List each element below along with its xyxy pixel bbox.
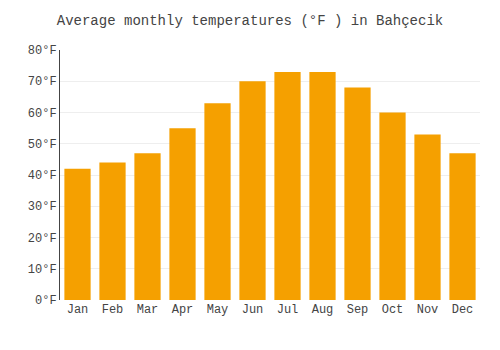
svg-text:40°F: 40°F <box>28 169 57 183</box>
svg-text:60°F: 60°F <box>28 107 57 121</box>
svg-text:20°F: 20°F <box>28 232 57 246</box>
svg-text:Aug: Aug <box>312 303 334 317</box>
svg-text:Dec: Dec <box>452 303 474 317</box>
svg-text:Jun: Jun <box>242 303 264 317</box>
svg-text:50°F: 50°F <box>28 138 57 152</box>
svg-text:Nov: Nov <box>417 303 439 317</box>
svg-text:Mar: Mar <box>137 303 159 317</box>
svg-text:0°F: 0°F <box>35 294 57 308</box>
svg-text:Sep: Sep <box>347 303 369 317</box>
svg-text:Apr: Apr <box>172 303 194 317</box>
svg-text:Jul: Jul <box>277 303 299 317</box>
svg-text:Jan: Jan <box>67 303 89 317</box>
svg-text:70°F: 70°F <box>28 75 57 89</box>
svg-text:30°F: 30°F <box>28 200 57 214</box>
svg-text:80°F: 80°F <box>28 44 57 58</box>
svg-text:Feb: Feb <box>102 303 124 317</box>
svg-text:May: May <box>207 303 229 317</box>
svg-text:Oct: Oct <box>382 303 404 317</box>
svg-text:10°F: 10°F <box>28 263 57 277</box>
svg-text:Average monthly temperatures (: Average monthly temperatures (°F ) in Ba… <box>57 13 443 29</box>
